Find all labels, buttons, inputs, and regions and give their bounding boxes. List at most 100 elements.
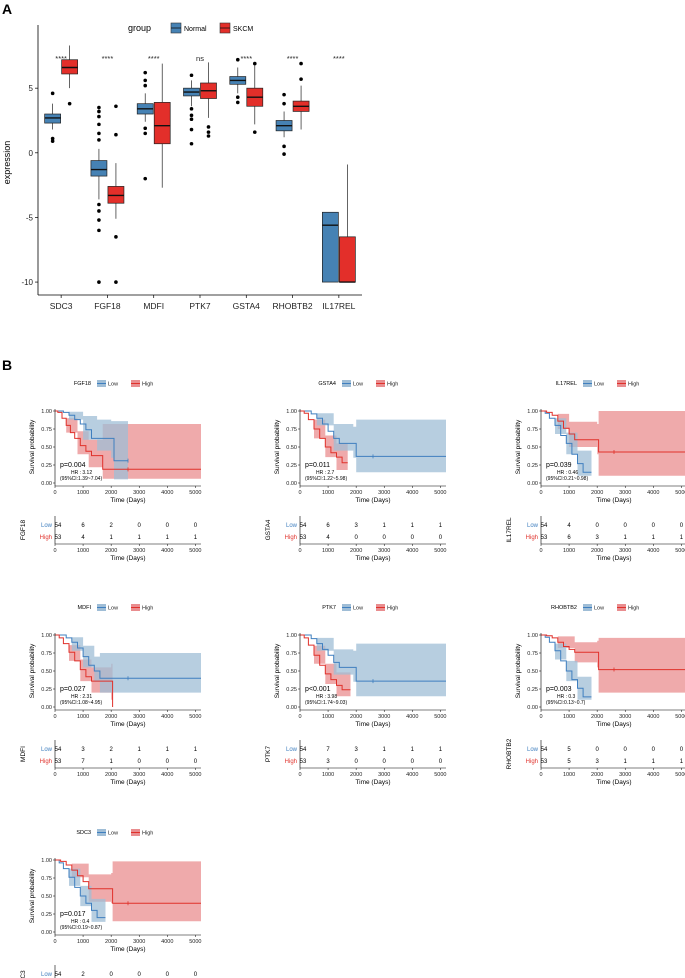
significance-label: **** bbox=[148, 54, 160, 63]
km-ci: (95%CI:1.39~7.04) bbox=[60, 476, 102, 482]
outlier-point bbox=[189, 127, 194, 132]
risk-count-low: 2 bbox=[81, 972, 85, 978]
risk-count-high: 0 bbox=[354, 759, 358, 765]
km-ci: (95%CI:0.13~0.7) bbox=[546, 700, 586, 706]
km-x-tick-label: 3000 bbox=[378, 714, 390, 720]
risk-count-low: 1 bbox=[411, 747, 415, 753]
km-x-tick-label: 0 bbox=[53, 939, 56, 945]
risk-x-tick-label: 4000 bbox=[161, 772, 173, 778]
risk-row-label-low: Low bbox=[527, 523, 539, 529]
outlier-point bbox=[114, 235, 118, 239]
km-x-tick-label: 2000 bbox=[350, 490, 362, 496]
risk-count-high: 7 bbox=[81, 759, 85, 765]
outlier-point bbox=[235, 57, 240, 62]
risk-count-low: 4 bbox=[567, 523, 571, 529]
km-y-tick-label: 0.75 bbox=[41, 651, 52, 657]
risk-count-high: 53 bbox=[541, 759, 548, 765]
risk-count-low: 6 bbox=[81, 523, 85, 529]
outlier-point bbox=[97, 138, 101, 142]
outlier-point bbox=[189, 73, 194, 78]
risk-count-high: 1 bbox=[652, 535, 656, 541]
km-hr: HR : 3.12 bbox=[71, 470, 92, 476]
outlier-point bbox=[143, 78, 148, 83]
box-normal-fgf18 bbox=[90, 160, 108, 177]
km-y-tick-label: 0.25 bbox=[527, 463, 538, 469]
km-curve-high bbox=[300, 634, 351, 691]
risk-row-label-low: Low bbox=[41, 747, 53, 753]
km-x-tick-label: 1000 bbox=[322, 490, 334, 496]
risk-table-title: IL17REL bbox=[506, 517, 513, 543]
x-tick-label: MDFI bbox=[143, 301, 164, 311]
km-pvalue: p=0.027 bbox=[60, 686, 86, 693]
risk-count-low: 1 bbox=[194, 747, 198, 753]
km-x-tick-label: 3000 bbox=[619, 490, 631, 496]
km-x-tick-label: 1000 bbox=[563, 714, 575, 720]
km-legend-title: FGF18 bbox=[74, 381, 91, 387]
risk-x-tick-label: 4000 bbox=[647, 548, 659, 554]
risk-x-tick-label: 5000 bbox=[189, 772, 201, 778]
km-y-tick-label: 0.00 bbox=[41, 930, 52, 936]
x-tick-label: RHOBTB2 bbox=[272, 301, 312, 311]
risk-count-low: 1 bbox=[439, 747, 443, 753]
km-hr: HR : 2.31 bbox=[71, 694, 92, 700]
km-x-tick-label: 5000 bbox=[675, 490, 685, 496]
km-legend-label: High bbox=[387, 382, 398, 388]
km-y-tick-label: 1.00 bbox=[41, 858, 52, 864]
risk-row-label-low: Low bbox=[286, 523, 298, 529]
risk-table-title: FGF18 bbox=[20, 520, 27, 541]
risk-x-axis-label: Time (Days) bbox=[355, 555, 390, 562]
legend-label-skcm: SKCM bbox=[233, 26, 253, 33]
km-y-tick-label: 0.50 bbox=[41, 669, 52, 675]
km-y-tick-label: 0.00 bbox=[286, 705, 297, 711]
km-x-tick-label: 4000 bbox=[161, 490, 173, 496]
outlier-point bbox=[97, 280, 101, 284]
km-y-axis-label: Survival probability bbox=[274, 643, 281, 698]
km-x-tick-label: 5000 bbox=[434, 714, 446, 720]
km-hr: HR : 2.7 bbox=[316, 470, 335, 476]
risk-count-low: 0 bbox=[166, 523, 170, 529]
risk-count-low: 54 bbox=[55, 523, 62, 529]
ci-band-low bbox=[541, 635, 592, 705]
km-x-tick-label: 0 bbox=[539, 490, 542, 496]
ci-band-high bbox=[55, 635, 113, 707]
outlier-point bbox=[97, 114, 101, 119]
panel-letter-a: A bbox=[2, 1, 12, 17]
km-y-tick-label: 0.25 bbox=[41, 687, 52, 693]
km-curve-high bbox=[541, 410, 685, 453]
risk-x-tick-label: 2000 bbox=[591, 548, 603, 554]
risk-count-low: 0 bbox=[680, 523, 684, 529]
outlier-point bbox=[299, 61, 303, 66]
km-y-tick-label: 0.25 bbox=[41, 463, 52, 469]
box-skcm-il17rel bbox=[339, 236, 356, 283]
km-x-tick-label: 1000 bbox=[322, 714, 334, 720]
significance-label: **** bbox=[240, 54, 252, 63]
x-tick-label: IL17REL bbox=[322, 301, 355, 311]
km-pvalue: p=0.003 bbox=[546, 686, 572, 693]
legend-title: group bbox=[128, 23, 151, 33]
risk-x-tick-label: 1000 bbox=[563, 772, 575, 778]
risk-count-low: 3 bbox=[354, 523, 358, 529]
risk-count-low: 0 bbox=[624, 523, 628, 529]
risk-count-high: 53 bbox=[541, 535, 548, 541]
km-curve-low bbox=[300, 634, 446, 682]
km-legend-label: Low bbox=[594, 382, 604, 388]
risk-row-label-high: High bbox=[526, 759, 538, 765]
risk-x-tick-label: 5000 bbox=[434, 548, 446, 554]
outlier-point bbox=[206, 125, 211, 129]
km-y-tick-label: 0.75 bbox=[41, 876, 52, 882]
km-ci: (95%CI:0.19~0.87) bbox=[60, 925, 102, 931]
box-normal-il17rel bbox=[322, 211, 339, 283]
risk-x-tick-label: 5000 bbox=[675, 548, 685, 554]
outlier-point bbox=[235, 100, 240, 105]
risk-x-tick-label: 3000 bbox=[133, 772, 145, 778]
km-ci: (95%CI:0.21~0.98) bbox=[546, 476, 588, 482]
risk-count-low: 0 bbox=[138, 972, 142, 978]
risk-count-high: 3 bbox=[595, 535, 599, 541]
km-legend-label: Low bbox=[108, 382, 118, 388]
risk-x-axis-label: Time (Days) bbox=[596, 555, 631, 562]
km-legend-title: SDC3 bbox=[76, 830, 91, 836]
km-x-tick-label: 5000 bbox=[189, 490, 201, 496]
